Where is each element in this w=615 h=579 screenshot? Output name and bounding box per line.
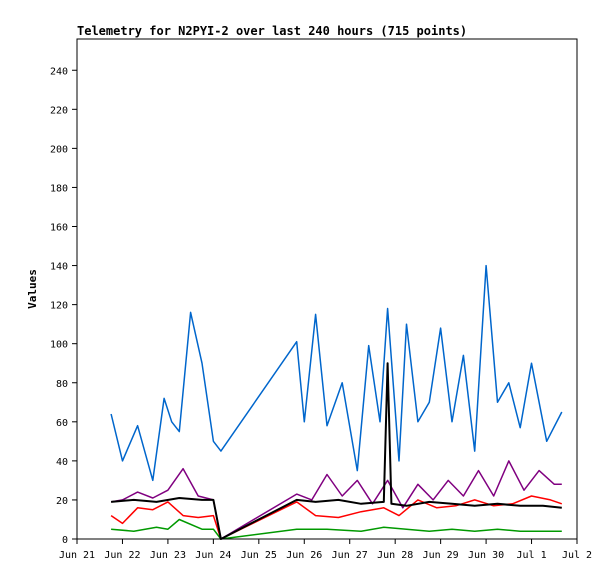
x-tick-label: Jun 26: [286, 550, 322, 561]
plot-frame: [76, 38, 578, 540]
series-line-4: [111, 518, 562, 540]
x-tick-label: Jun 30: [468, 550, 504, 561]
chart-title: Telemetry for N2PYI-2 over last 240 hour…: [77, 24, 467, 38]
y-tick-label: 40: [56, 457, 68, 468]
plot-area: 0 20 40 60 80 100 120 140 160 180 200 220 240 Jun 21 J…: [50, 66, 592, 561]
x-tick-label: Jun 28: [377, 550, 413, 561]
y-tick-label: 100: [50, 340, 68, 351]
y-tick-label: 240: [50, 66, 68, 77]
y-tick-label: 160: [50, 223, 68, 234]
x-tick-label: Jul 1: [516, 550, 546, 561]
x-tick-label: Jun 22: [104, 550, 140, 561]
y-tick-label: 220: [50, 105, 68, 116]
series-line-3: [110, 495, 563, 540]
x-tick-label: Jun 25: [241, 550, 277, 561]
y-tick-label: 80: [56, 379, 68, 390]
x-tick-label: Jul 2: [562, 550, 592, 561]
series-line-1: [110, 264, 563, 482]
y-tick-label: 200: [50, 144, 68, 155]
x-tick-label: Jun 23: [150, 550, 186, 561]
x-tick-label: Jun 27: [332, 550, 368, 561]
y-tick-label: 180: [50, 183, 68, 194]
y-tick-label: 20: [56, 496, 68, 507]
x-tick-label: Jun 24: [195, 550, 231, 561]
series-line-2: [110, 460, 562, 540]
y-tick-label: 0: [62, 535, 68, 546]
y-tick-label: 60: [56, 418, 68, 429]
x-tick-label: Jun 21: [59, 550, 95, 561]
y-tick-label: 120: [50, 301, 68, 312]
series-line-5: [111, 362, 562, 540]
y-tick-label: 140: [50, 262, 68, 273]
x-tick-label: Jun 29: [423, 550, 459, 561]
y-axis-label: Values: [26, 269, 39, 309]
